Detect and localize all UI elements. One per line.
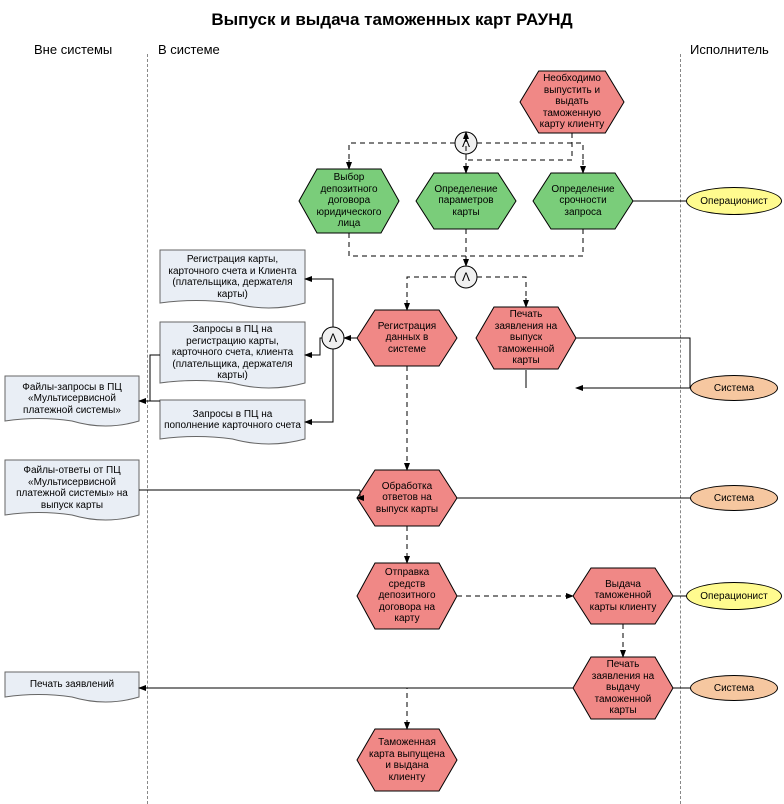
hex-label: Определение срочности запроса xyxy=(545,173,621,229)
swimlane-divider xyxy=(147,54,148,804)
and-gateway xyxy=(322,327,344,349)
actor-a1: Операционист xyxy=(686,187,782,215)
diagram-title: Выпуск и выдача таможенных карт РАУНД xyxy=(0,10,784,30)
edge xyxy=(305,279,333,327)
svg-text:Λ: Λ xyxy=(329,331,337,345)
and-gateway xyxy=(455,266,477,288)
swimlane-divider xyxy=(680,54,681,804)
edge xyxy=(576,338,690,388)
note-nL2 xyxy=(5,460,139,520)
edge xyxy=(407,688,573,721)
hex-node-g1b xyxy=(416,173,516,229)
edge xyxy=(150,388,160,401)
hex-label: Таможенная карта выпущена и выдана клиен… xyxy=(369,729,445,791)
hex-label: Определение параметров карты xyxy=(428,173,504,229)
note-label: Файлы-ответы от ПЦ «Мультисервисной плат… xyxy=(9,462,135,514)
swimlane-label: Вне системы xyxy=(34,42,112,57)
hex-node-proc xyxy=(357,470,457,526)
diagram-stage: Выпуск и выдача таможенных карт РАУНД Вне… xyxy=(0,0,784,804)
edge xyxy=(466,133,572,160)
hex-node-g1a xyxy=(299,169,399,233)
hex-node-issue xyxy=(573,568,673,624)
note-nL3 xyxy=(5,672,139,702)
and-gateway xyxy=(455,132,477,154)
edge xyxy=(349,233,466,256)
note-n3 xyxy=(160,400,305,444)
edge xyxy=(349,143,455,160)
hex-node-start xyxy=(520,71,624,133)
svg-text:Λ: Λ xyxy=(462,270,470,284)
hex-node-printIss xyxy=(573,657,673,719)
hex-node-reg xyxy=(357,310,457,366)
note-label: Печать заявлений xyxy=(9,674,135,696)
hex-label: Обработка ответов на выпуск карты xyxy=(369,470,445,526)
edge xyxy=(477,277,526,298)
note-label: Запросы в ПЦ на регистрацию карты, карто… xyxy=(164,324,301,382)
edge xyxy=(150,355,160,401)
note-n2 xyxy=(160,322,305,388)
note-label: Запросы в ПЦ на пополнение карточного сч… xyxy=(164,402,301,438)
edge xyxy=(357,490,360,498)
swimlane-label: Исполнитель xyxy=(690,42,769,57)
swimlane-label: В системе xyxy=(158,42,220,57)
edge xyxy=(466,229,583,256)
hex-node-send xyxy=(357,563,457,629)
actor-a2: Система xyxy=(690,375,778,401)
actor-a5: Система xyxy=(690,675,778,701)
hex-label: Отправка средств депозитного договора на… xyxy=(369,563,445,629)
edge xyxy=(305,338,322,355)
actor-a3: Система xyxy=(690,485,778,511)
hex-label: Печать заявления на выдачу таможенной ка… xyxy=(585,657,661,719)
actor-a4: Операционист xyxy=(686,582,782,610)
hex-label: Выбор депозитного договора юридического … xyxy=(311,169,387,233)
note-label: Регистрация карты, карточного счета и Кл… xyxy=(164,252,301,302)
hex-node-g1c xyxy=(533,173,633,229)
hex-node-printReq xyxy=(476,307,576,369)
svg-layer: Λ Λ Λ xyxy=(0,0,784,804)
note-nL1 xyxy=(5,376,139,426)
edge xyxy=(477,143,583,160)
hex-label: Выдача таможенной карты клиенту xyxy=(585,568,661,624)
note-n1 xyxy=(160,250,305,308)
note-label: Файлы-запросы в ПЦ «Мультисервисной плат… xyxy=(9,378,135,420)
hex-node-end xyxy=(357,729,457,791)
hex-label: Печать заявления на выпуск таможенной ка… xyxy=(488,307,564,369)
edge xyxy=(305,349,333,422)
hex-label: Регистрация данных в системе xyxy=(369,310,445,366)
edge xyxy=(407,277,455,300)
svg-text:Λ: Λ xyxy=(462,136,470,150)
hex-label: Необходимо выпустить и выдать таможенную… xyxy=(532,71,611,133)
